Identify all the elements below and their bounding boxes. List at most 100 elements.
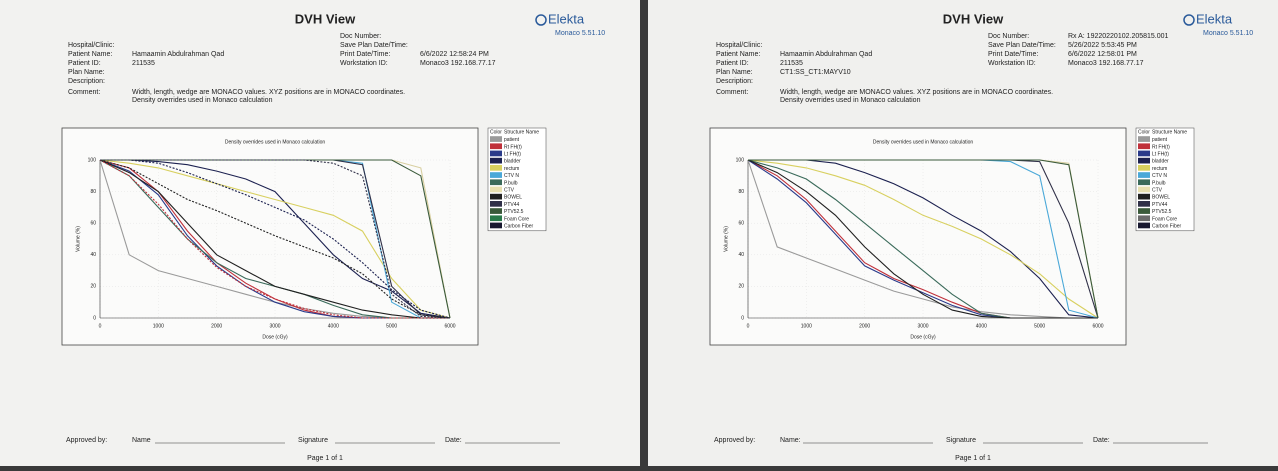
comment-label: Comment:	[716, 89, 748, 96]
y-axis-label: Volume (%)	[723, 226, 729, 252]
field-value: 211535	[132, 60, 155, 67]
y-tick-label: 60	[90, 221, 96, 227]
dvh-curve	[747, 159, 1098, 319]
legend-entry: Rt FH(t)	[1152, 144, 1170, 150]
legend-swatch	[490, 193, 502, 200]
x-axis-label: Dose (cGy)	[910, 334, 936, 340]
field-value: 211535	[780, 60, 803, 67]
field-label: Print Date/Time:	[340, 51, 390, 58]
x-tick-label: 1000	[153, 323, 164, 329]
legend-entry: PTV44	[504, 202, 520, 208]
name-label: Name	[132, 437, 151, 444]
legend-swatch	[490, 201, 502, 207]
field-label: Patient ID:	[716, 60, 749, 67]
comment: Density overrides used in Monaco calcula…	[780, 97, 921, 104]
y-tick-label: 100	[736, 157, 745, 163]
y-tick-label: 0	[741, 315, 744, 321]
field-value: Monaco3 192.168.77.17	[420, 60, 496, 67]
x-tick-label: 2000	[859, 323, 870, 329]
legend-swatch	[1138, 179, 1150, 186]
legend-swatch	[490, 186, 502, 193]
dvh-curve	[99, 159, 450, 319]
field-value: 6/6/2022 12:58:24 PM	[420, 51, 489, 58]
y-axis-label: Volume (%)	[75, 226, 81, 252]
field-value: CT1:SS_CT1:MAYV10	[780, 69, 851, 76]
field-label: Description:	[716, 78, 753, 85]
legend-entry: CTV	[504, 188, 515, 194]
x-tick-label: 3000	[269, 323, 280, 329]
legend-entry: bladder	[1152, 159, 1169, 165]
legend-entry: CTV N	[1152, 173, 1167, 179]
legend-swatch	[490, 143, 502, 150]
field-value: Monaco3 192.168.77.17	[1068, 60, 1144, 67]
y-tick-label: 20	[738, 284, 744, 290]
legend-entry: patient	[504, 137, 520, 143]
field-label: Workstation ID:	[340, 60, 388, 67]
field-label: Save Plan Date/Time:	[988, 42, 1056, 49]
legend-entry: Lt FH(t)	[1152, 152, 1169, 158]
approved-label: Approved by:	[714, 437, 755, 444]
legend-entry: PTV52.5	[1152, 209, 1172, 215]
version: Monaco 5.51.10	[555, 30, 605, 37]
field-label: Patient Name:	[68, 51, 112, 58]
x-tick-label: 4000	[328, 323, 339, 329]
x-tick-label: 5000	[1034, 323, 1045, 329]
legend-swatch	[490, 157, 502, 164]
legend-swatch	[1138, 186, 1150, 193]
legend-entry: rectum	[504, 166, 519, 172]
legend-swatch	[490, 215, 502, 222]
chart-title: Density overrides used in Monaco calcula…	[225, 139, 326, 145]
legend-entry: Rt FH(t)	[504, 144, 522, 150]
field-value: Rx A: 19220220102.205815.001	[1068, 33, 1169, 40]
field-label: Hospital/Clinic:	[68, 42, 114, 49]
field-label: Patient ID:	[68, 60, 101, 67]
legend-entry: PTV52.5	[504, 209, 524, 215]
legend-entry: P.bulb	[504, 180, 518, 186]
y-tick-label: 100	[88, 157, 97, 163]
legend-swatch	[1138, 172, 1150, 178]
dvh-curve	[747, 159, 1098, 319]
field-label: Print Date/Time:	[988, 51, 1038, 58]
x-tick-label: 0	[747, 323, 750, 329]
y-tick-label: 60	[738, 221, 744, 227]
x-tick-label: 5000	[386, 323, 397, 329]
x-tick-label: 4000	[976, 323, 987, 329]
field-value: Hamaamin Abdulrahman Qad	[780, 51, 872, 58]
legend-swatch	[1138, 143, 1150, 150]
legend-swatch	[490, 172, 502, 178]
x-axis-label: Dose (cGy)	[262, 334, 288, 340]
field-value: Hamaamin Abdulrahman Qad	[132, 51, 224, 58]
dvh-curve	[748, 159, 1099, 319]
legend-entry: BOWEL	[1152, 195, 1170, 201]
field-value: 6/6/2022 12:58:01 PM	[1068, 51, 1137, 58]
legend-swatch	[490, 222, 502, 229]
signature-label: Signature	[946, 437, 976, 444]
legend-entry: P.bulb	[1152, 180, 1166, 186]
legend-swatch	[490, 150, 502, 157]
legend-swatch	[1138, 215, 1150, 222]
comment: Width, length, wedge are MONACO values. …	[780, 89, 1053, 96]
field-label: Patient Name:	[716, 51, 760, 58]
legend-swatch	[490, 165, 502, 171]
legend-swatch	[1138, 157, 1150, 164]
legend-swatch	[490, 208, 502, 214]
approved-label: Approved by:	[66, 437, 107, 444]
doc-title: DVH View	[943, 11, 1004, 26]
logo: Elekta	[1196, 11, 1233, 26]
field-label: Description:	[68, 78, 105, 85]
legend-entry: Carbon Fiber	[504, 224, 534, 230]
field-label: Save Plan Date/Time:	[340, 42, 408, 49]
legend-entry: CTV	[1152, 188, 1163, 194]
chart-frame	[709, 127, 1127, 346]
legend-swatch	[1138, 193, 1150, 200]
legend-header: Color	[1138, 129, 1150, 135]
date-label: Date:	[445, 437, 462, 444]
date-label: Date:	[1093, 437, 1110, 444]
y-tick-label: 0	[93, 315, 96, 321]
doc-title: DVH View	[295, 11, 356, 26]
legend-swatch	[1138, 201, 1150, 207]
page-number: Page 1 of 1	[307, 455, 343, 462]
dvh-curve	[99, 159, 450, 319]
version: Monaco 5.51.10	[1203, 30, 1253, 37]
